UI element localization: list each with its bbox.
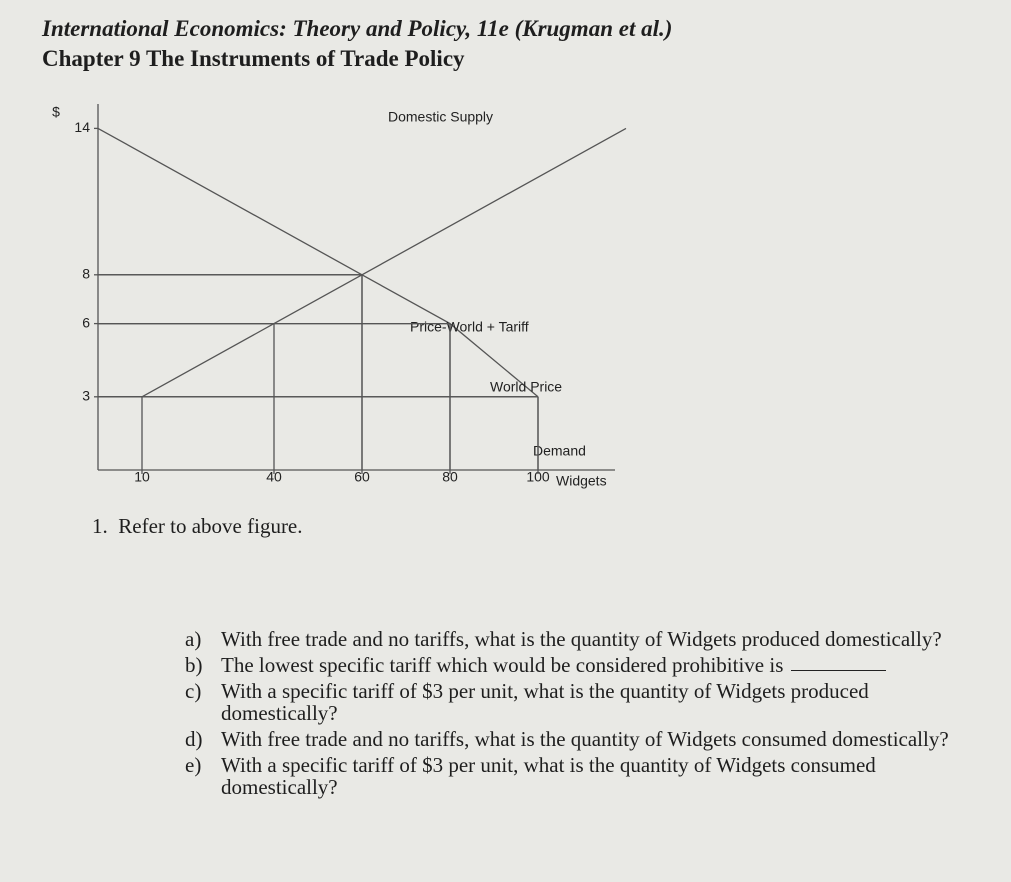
x-tick-label: 100 (526, 469, 550, 485)
y-axis-label: $ (52, 104, 60, 120)
item-text: With a specific tariff of $3 per unit, w… (221, 679, 869, 725)
question-item: d) With free trade and no tariffs, what i… (185, 728, 975, 750)
y-tick-label: 6 (82, 314, 90, 330)
chapter: Chapter 9 The Instruments of Trade Polic… (42, 46, 465, 71)
question: 1. Refer to above figure. (92, 514, 303, 539)
x-tick-label: 10 (134, 469, 150, 485)
series-line (141, 127, 627, 398)
series-line (97, 127, 539, 398)
item-letter: b) (185, 653, 203, 677)
question-item: a) With free trade and no tariffs, what i… (185, 628, 975, 650)
series-label: Domestic Supply (388, 109, 493, 125)
x-tick-label: 80 (442, 469, 458, 485)
question-text: Refer to above figure. (118, 514, 303, 538)
question-item: c) With a specific tariff of $3 per unit,… (185, 680, 975, 724)
item-text: With free trade and no tariffs, what is … (221, 627, 942, 651)
series-label: Demand (533, 443, 586, 459)
item-letter: c) (185, 679, 202, 703)
question-number: 1. (92, 514, 108, 538)
question-item: b) The lowest specific tariff which would… (185, 654, 975, 676)
series-label: Price-World + Tariff (410, 319, 529, 335)
y-tick-label: 8 (82, 266, 90, 282)
question-items: a) With free trade and no tariffs, what i… (185, 628, 975, 802)
series-label: World Price (490, 379, 562, 395)
item-letter: a) (185, 627, 202, 651)
item-text: The lowest specific tariff which would b… (221, 653, 784, 677)
y-tick-label: 14 (74, 119, 90, 135)
item-text: With a specific tariff of $3 per unit, w… (221, 753, 876, 799)
item-text: With free trade and no tariffs, what is … (221, 727, 949, 751)
x-axis-label: Widgets (556, 473, 607, 489)
x-tick-label: 60 (354, 469, 370, 485)
x-tick-label: 40 (266, 469, 282, 485)
answer-blank (791, 654, 887, 671)
title: International Economics: Theory and Poli… (42, 16, 673, 41)
question-item: e) With a specific tariff of $3 per unit,… (185, 754, 975, 798)
y-tick-label: 3 (82, 388, 90, 404)
item-letter: d) (185, 727, 203, 751)
item-letter: e) (185, 753, 202, 777)
